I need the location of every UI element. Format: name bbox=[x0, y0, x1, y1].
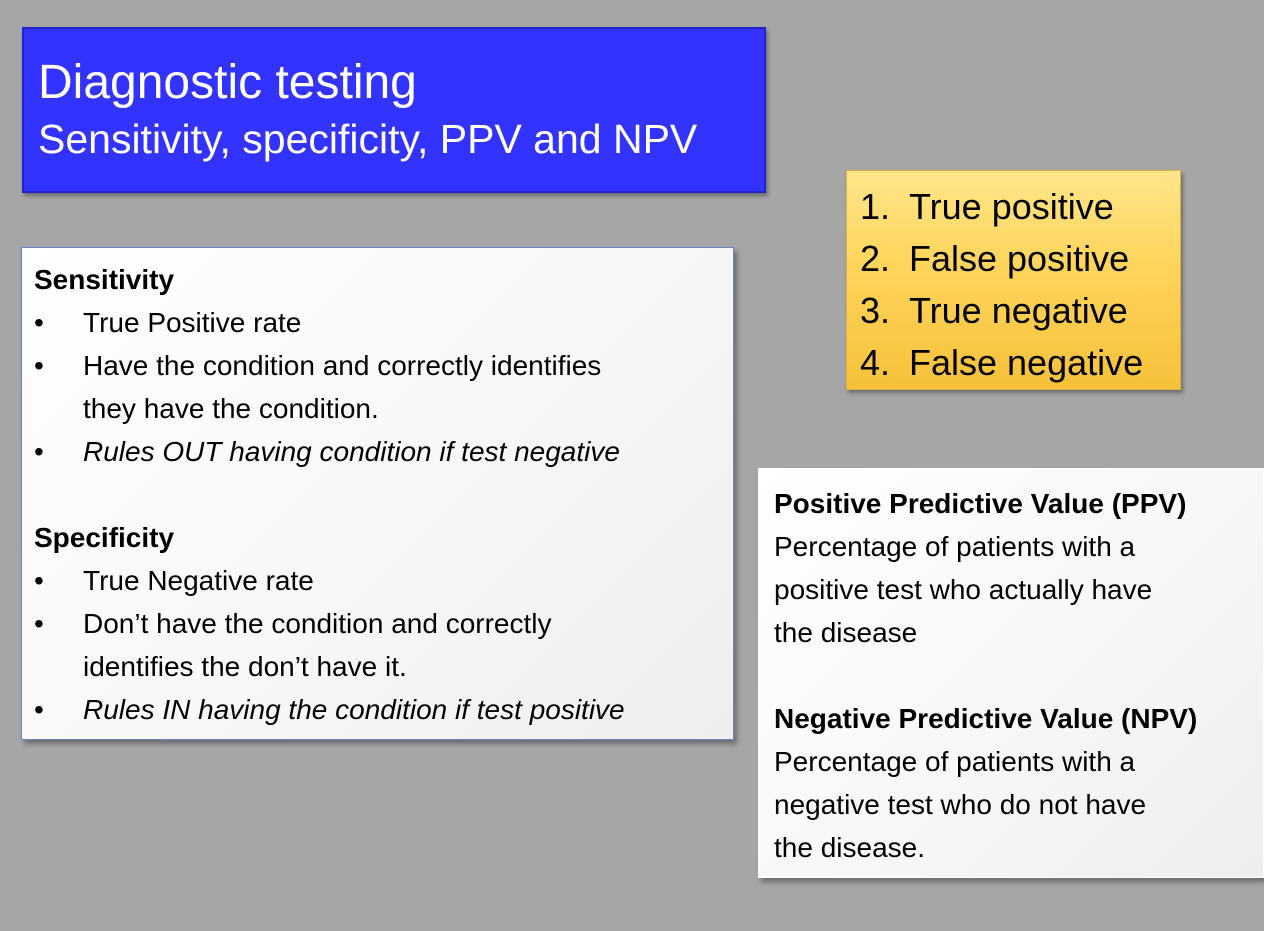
item-label: False positive bbox=[909, 238, 1130, 279]
test-outcomes-box: 1. True positive 2. False positive 3. True … bbox=[846, 170, 1181, 390]
bullet-icon: • bbox=[34, 350, 44, 381]
bullet-text: True Negative rate bbox=[83, 565, 314, 596]
test-outcomes-list: 1. True positive 2. False positive 3. True … bbox=[860, 181, 1180, 389]
list-item: 3. True negative bbox=[860, 285, 1180, 337]
ppv-text-line: Percentage of patients with a bbox=[774, 531, 1136, 562]
bullet-text: Rules OUT having condition if test negat… bbox=[83, 436, 620, 467]
list-item: • Don’t have the condition and correctly… bbox=[34, 602, 733, 688]
bullet-icon: • bbox=[34, 436, 44, 467]
item-label: False negative bbox=[909, 342, 1144, 383]
ppv-text-line: positive test who actually have bbox=[774, 574, 1153, 605]
item-number: 1. bbox=[860, 186, 891, 227]
npv-text-line: the disease. bbox=[774, 832, 925, 863]
title-box: Diagnostic testing Sensitivity, specific… bbox=[22, 27, 766, 193]
item-number: 2. bbox=[860, 238, 891, 279]
list-item: 4. False negative bbox=[860, 337, 1180, 389]
item-number: 4. bbox=[860, 342, 891, 383]
sensitivity-heading: Sensitivity bbox=[34, 264, 175, 295]
sensitivity-list: • True Positive rate • Have the conditio… bbox=[34, 301, 733, 473]
npv-text-line: Percentage of patients with a bbox=[774, 746, 1136, 777]
bullet-text: identifies the don’t have it. bbox=[83, 651, 407, 682]
list-item: • Rules OUT having condition if test neg… bbox=[34, 430, 733, 473]
page-title: Diagnostic testing bbox=[38, 56, 417, 109]
item-number: 3. bbox=[860, 290, 891, 331]
list-item: 2. False positive bbox=[860, 233, 1180, 285]
bullet-icon: • bbox=[34, 307, 44, 338]
spacer bbox=[774, 654, 1263, 697]
list-item: • True Positive rate bbox=[34, 301, 733, 344]
bullet-icon: • bbox=[34, 694, 44, 725]
list-item: 1. True positive bbox=[860, 181, 1180, 233]
bullet-text: True Positive rate bbox=[83, 307, 302, 338]
bullet-text: Rules IN having the condition if test po… bbox=[83, 694, 625, 725]
list-item: • Have the condition and correctly ident… bbox=[34, 344, 733, 430]
list-item: • Rules IN having the condition if test … bbox=[34, 688, 733, 731]
spacer bbox=[34, 473, 733, 516]
item-label: True positive bbox=[909, 186, 1114, 227]
bullet-text: Don’t have the condition and correctly bbox=[83, 608, 552, 639]
bullet-text: Have the condition and correctly identif… bbox=[83, 350, 602, 381]
predictive-value-panel: Positive Predictive Value (PPV) Percenta… bbox=[758, 468, 1264, 878]
ppv-heading: Positive Predictive Value (PPV) bbox=[774, 488, 1187, 519]
npv-text-line: negative test who do not have bbox=[774, 789, 1147, 820]
bullet-text: they have the condition. bbox=[83, 393, 379, 424]
specificity-list: • True Negative rate • Don’t have the co… bbox=[34, 559, 733, 731]
page-subtitle: Sensitivity, specificity, PPV and NPV bbox=[38, 116, 698, 162]
bullet-icon: • bbox=[34, 608, 44, 639]
sensitivity-specificity-panel: Sensitivity • True Positive rate • Have … bbox=[21, 247, 734, 740]
list-item: • True Negative rate bbox=[34, 559, 733, 602]
ppv-text-line: the disease bbox=[774, 617, 918, 648]
item-label: True negative bbox=[909, 290, 1128, 331]
specificity-heading: Specificity bbox=[34, 522, 175, 553]
npv-heading: Negative Predictive Value (NPV) bbox=[774, 703, 1198, 734]
bullet-icon: • bbox=[34, 565, 44, 596]
